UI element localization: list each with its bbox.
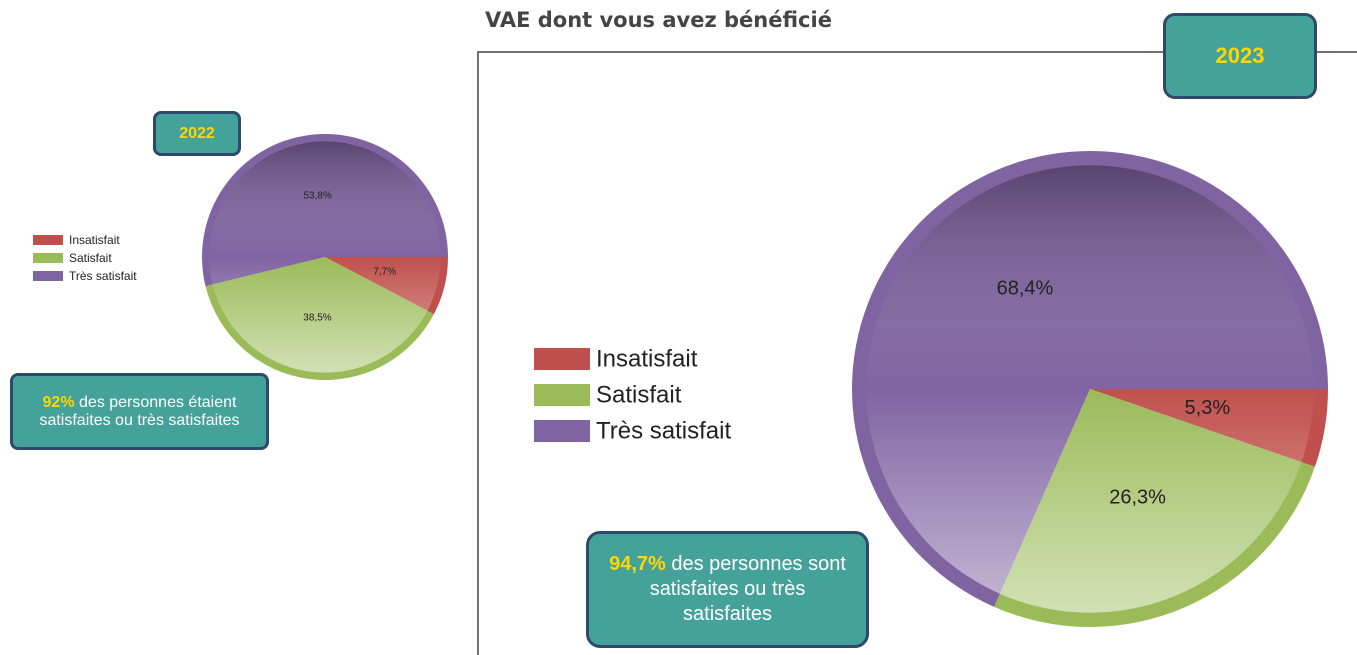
legend-label: Insatisfait (596, 345, 698, 372)
data-label: 38,5% (303, 313, 331, 324)
data-label: 68,4% (997, 278, 1054, 300)
frame (477, 51, 1357, 655)
annotation-text: des personnes sont satisfaites ou très s… (649, 553, 846, 625)
legend-swatch (33, 271, 63, 281)
data-label: 26,3% (1109, 486, 1166, 508)
annotation-highlight: 94,7% (609, 553, 666, 575)
data-label: 5,3% (1185, 397, 1231, 419)
annotation: 92% des personnes étaient satisfaites ou… (10, 373, 269, 450)
legend-label: Satisfait (69, 251, 112, 265)
legend-swatch (534, 348, 590, 370)
legend-swatch (534, 384, 590, 406)
annotation-highlight: 92% (42, 393, 75, 411)
annotation-text: des personnes étaient satisfaites ou trè… (39, 393, 240, 429)
legend-label: Très satisfait (69, 269, 137, 283)
chart-title: VAE dont vous avez bénéficié (485, 8, 832, 32)
legend-label: Insatisfait (69, 233, 120, 247)
legend-label: Satisfait (596, 381, 682, 408)
legend-swatch (33, 253, 63, 263)
data-label: 7,7% (373, 266, 396, 277)
annotation: 94,7% des personnes sont satisfaites ou … (586, 531, 869, 648)
badge: 2023 (1163, 13, 1317, 99)
pie-shade (866, 165, 1314, 613)
pie-shade (209, 141, 441, 373)
data-label: 53,8% (303, 191, 331, 202)
legend-label: Très satisfait (596, 417, 731, 444)
legend-swatch (534, 420, 590, 442)
legend-swatch (33, 235, 63, 245)
badge: 2022 (153, 111, 241, 156)
